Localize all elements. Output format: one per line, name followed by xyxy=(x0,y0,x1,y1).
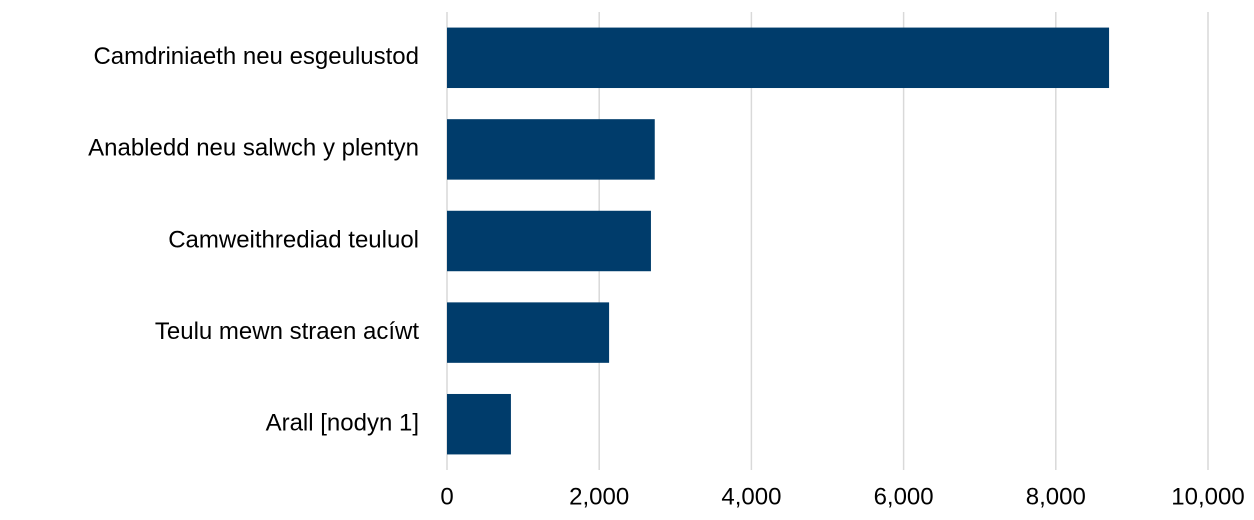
x-tick-label: 6,000 xyxy=(874,483,934,510)
y-tick-label: Arall [nodyn 1] xyxy=(266,410,419,437)
bar xyxy=(447,210,651,272)
bar xyxy=(447,393,511,455)
y-tick-label: Camdriniaeth neu esgeulustod xyxy=(93,43,419,70)
x-tick-label: 0 xyxy=(440,483,453,510)
y-tick-label: Camweithrediad teuluol xyxy=(168,226,419,253)
x-tick-label: 10,000 xyxy=(1171,483,1244,510)
x-tick-label: 4,000 xyxy=(721,483,781,510)
bar xyxy=(447,27,1110,89)
x-tick-label: 2,000 xyxy=(569,483,629,510)
bar xyxy=(447,119,655,180)
y-tick-label: Teulu mewn straen acíwt xyxy=(155,318,419,345)
bar xyxy=(447,302,610,363)
x-tick-label: 8,000 xyxy=(1026,483,1086,510)
y-tick-label: Anabledd neu salwch y plentyn xyxy=(88,135,419,162)
